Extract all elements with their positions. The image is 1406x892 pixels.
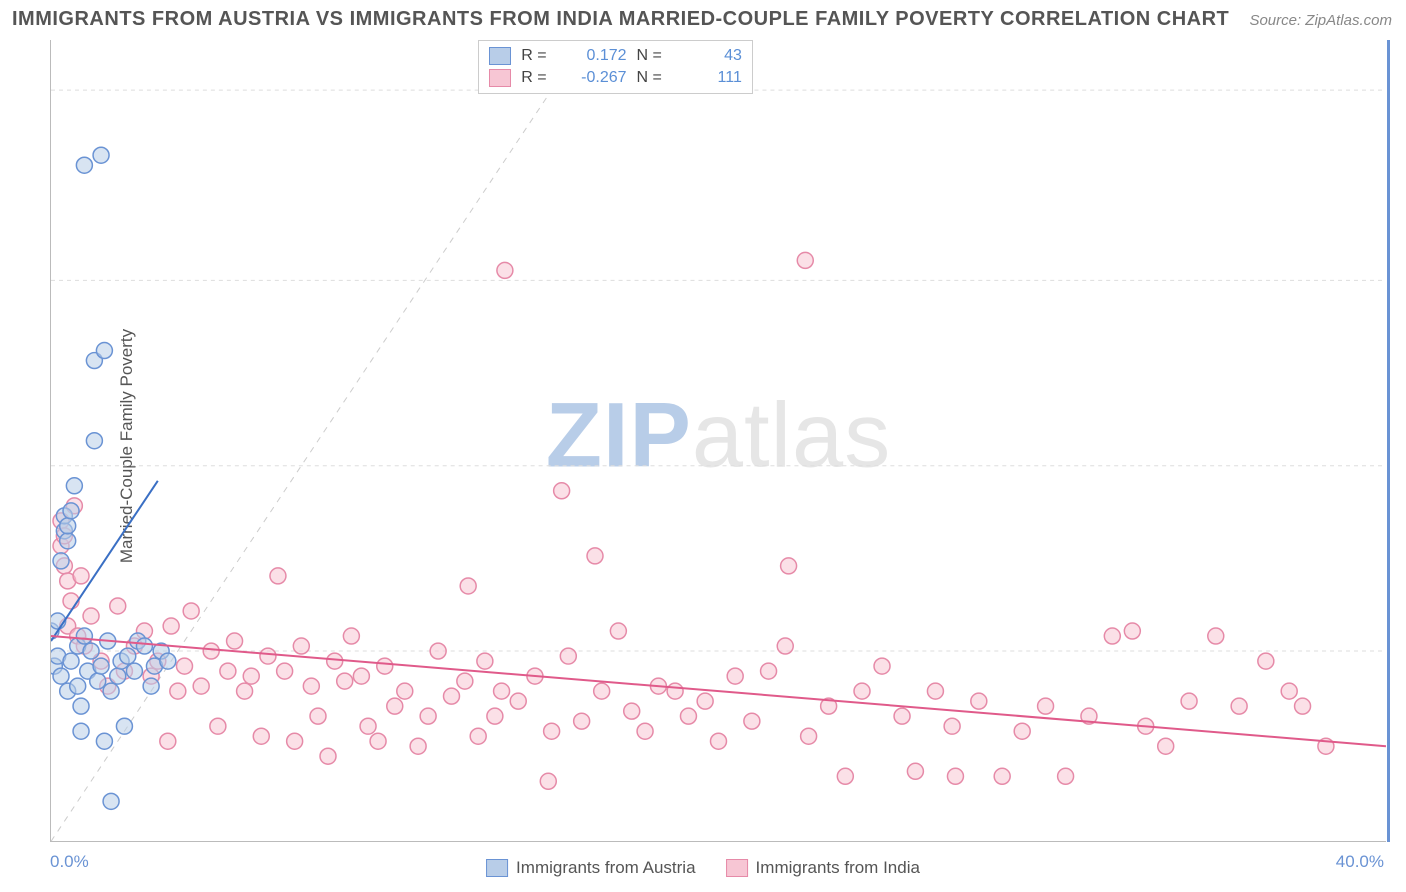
right-axis-bar bbox=[1387, 40, 1390, 842]
legend-label-austria: Immigrants from Austria bbox=[516, 858, 696, 878]
n-value-india: 111 bbox=[672, 69, 742, 87]
r-value-india: -0.267 bbox=[557, 69, 627, 87]
r-label: R = bbox=[521, 47, 546, 65]
n-label: N = bbox=[637, 69, 662, 87]
legend-correlation-box: R = 0.172 N = 43 R = -0.267 N = 111 bbox=[478, 40, 753, 94]
r-value-austria: 0.172 bbox=[557, 47, 627, 65]
legend-row-austria: R = 0.172 N = 43 bbox=[489, 45, 742, 67]
legend-label-india: Immigrants from India bbox=[756, 858, 920, 878]
legend-item-austria: Immigrants from Austria bbox=[486, 858, 696, 878]
swatch-austria-bottom bbox=[486, 859, 508, 877]
legend-bottom: Immigrants from Austria Immigrants from … bbox=[486, 858, 920, 878]
legend-row-india: R = -0.267 N = 111 bbox=[489, 67, 742, 89]
x-axis-max-label: 40.0% bbox=[1336, 852, 1384, 872]
x-axis-min-label: 0.0% bbox=[50, 852, 89, 872]
swatch-austria bbox=[489, 47, 511, 65]
r-label: R = bbox=[521, 69, 546, 87]
legend-item-india: Immigrants from India bbox=[726, 858, 920, 878]
chart-plot-area: ZIPatlas R = 0.172 N = 43 R = -0.267 N =… bbox=[50, 40, 1386, 842]
swatch-india bbox=[489, 69, 511, 87]
n-value-austria: 43 bbox=[672, 47, 742, 65]
chart-title: IMMIGRANTS FROM AUSTRIA VS IMMIGRANTS FR… bbox=[12, 8, 1229, 31]
source-attribution: Source: ZipAtlas.com bbox=[1249, 12, 1392, 29]
n-label: N = bbox=[637, 47, 662, 65]
scatter-svg bbox=[51, 40, 1386, 841]
swatch-india-bottom bbox=[726, 859, 748, 877]
